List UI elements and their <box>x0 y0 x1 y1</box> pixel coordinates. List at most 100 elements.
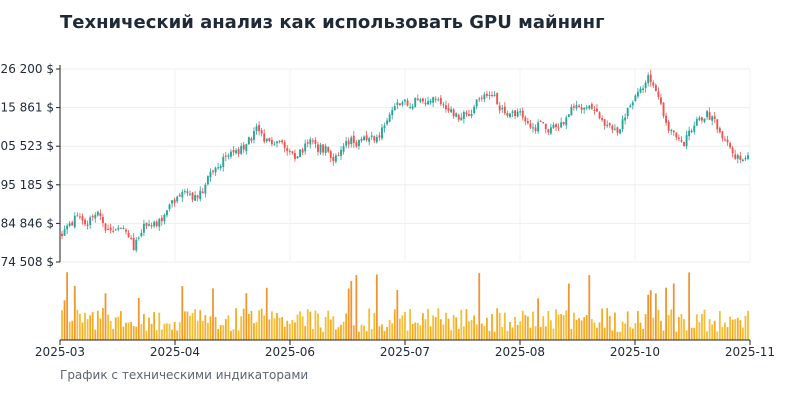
volume-bar <box>163 323 166 340</box>
candle-body <box>675 132 678 138</box>
candle-body <box>654 85 657 92</box>
volume-bar <box>286 320 289 340</box>
candle-body <box>404 99 406 102</box>
volume-bar <box>429 326 432 340</box>
volume-bar <box>301 316 304 340</box>
volume-bar <box>209 316 212 340</box>
volume-bar <box>726 327 729 340</box>
volume-bar <box>99 318 102 340</box>
candle-body <box>565 117 568 126</box>
candle-body <box>117 227 120 230</box>
candle-body <box>432 97 435 103</box>
candle-body <box>662 102 665 117</box>
volume-bar <box>391 323 394 340</box>
volume-bar <box>306 309 309 340</box>
candle-body <box>201 191 204 194</box>
volume-bar <box>718 311 721 340</box>
volume-bar <box>245 293 248 340</box>
volume-bar <box>334 329 337 340</box>
volume-bar <box>672 283 675 340</box>
candle-body <box>212 170 214 172</box>
volume-bar <box>670 309 673 340</box>
volume-bar <box>373 312 376 340</box>
candle-body <box>306 142 309 144</box>
candle-body <box>511 111 514 113</box>
candle-body <box>416 98 419 101</box>
candle-body <box>155 221 158 226</box>
volume-bar <box>575 319 578 340</box>
candle-body <box>365 135 368 141</box>
volume-bar <box>570 328 573 340</box>
candle-body <box>109 227 112 231</box>
candle-body <box>245 144 248 152</box>
volume-bar <box>153 312 156 340</box>
candle-body <box>624 117 627 121</box>
candle-body <box>340 150 342 156</box>
volume-bar <box>347 288 350 340</box>
volume-bar <box>258 310 260 340</box>
candle-body <box>649 74 652 83</box>
candle-body <box>496 92 499 105</box>
volume-bar <box>634 323 637 340</box>
candle-body <box>647 75 650 84</box>
candle-body <box>713 116 716 119</box>
candle-body <box>345 141 348 146</box>
candle-body <box>503 106 506 114</box>
candle-body <box>603 119 606 126</box>
candle-body <box>716 119 719 130</box>
volume-bar <box>498 312 501 340</box>
candle-body <box>590 104 593 109</box>
volume-bar <box>629 327 632 340</box>
volume-bar <box>626 311 629 340</box>
candle-body <box>96 211 99 216</box>
volume-bar <box>396 290 399 340</box>
candle-body <box>263 133 266 142</box>
candle-body <box>363 136 365 141</box>
x-tick-label: 2025-07 <box>380 345 430 359</box>
candle-body <box>142 223 145 233</box>
volume-bar <box>145 330 148 340</box>
candle-body <box>352 135 355 144</box>
volume-bar <box>695 314 698 340</box>
volume-bar <box>178 322 181 340</box>
candle-body <box>680 140 683 142</box>
volume-bar <box>135 326 138 340</box>
volume-bar <box>168 323 171 340</box>
volume-bar <box>176 330 179 340</box>
volume-bar <box>747 310 749 340</box>
volume-bar <box>562 315 565 340</box>
candle-body <box>698 117 701 120</box>
volume-bar <box>601 308 603 340</box>
volume-bar <box>688 272 691 340</box>
volume-bar <box>739 320 742 340</box>
candle-body <box>439 97 442 105</box>
candle-body <box>145 222 148 226</box>
volume-bar <box>281 317 284 340</box>
volume-bar <box>183 311 186 340</box>
candle-body <box>299 149 302 158</box>
volume-bar <box>493 331 496 340</box>
volume-bar <box>337 327 340 340</box>
volume-bar <box>319 327 322 340</box>
volume-bar <box>539 326 542 340</box>
candle-body <box>237 149 240 154</box>
volume-bar <box>578 318 580 340</box>
candle-body <box>473 106 476 114</box>
volume-bar <box>173 321 176 340</box>
volume-bar <box>196 320 199 340</box>
volume-bar <box>445 312 447 340</box>
y-tick-label: 115 861 $ <box>0 101 54 115</box>
candle-body <box>608 123 611 126</box>
candle-body <box>276 141 278 144</box>
volume-bar <box>644 314 647 340</box>
volume-bar <box>596 327 598 340</box>
volume-bar <box>657 309 660 340</box>
x-axis-ticks: 2025-03 2025-04 2025-06 2025-07 2025-08 2025-… <box>35 340 775 359</box>
candle-body <box>695 119 698 126</box>
volume-bar <box>736 317 739 340</box>
candle-body <box>642 88 645 91</box>
candle-body <box>178 194 181 197</box>
candle-body <box>621 119 624 130</box>
candle-body <box>544 123 547 130</box>
candle-body <box>206 176 209 185</box>
